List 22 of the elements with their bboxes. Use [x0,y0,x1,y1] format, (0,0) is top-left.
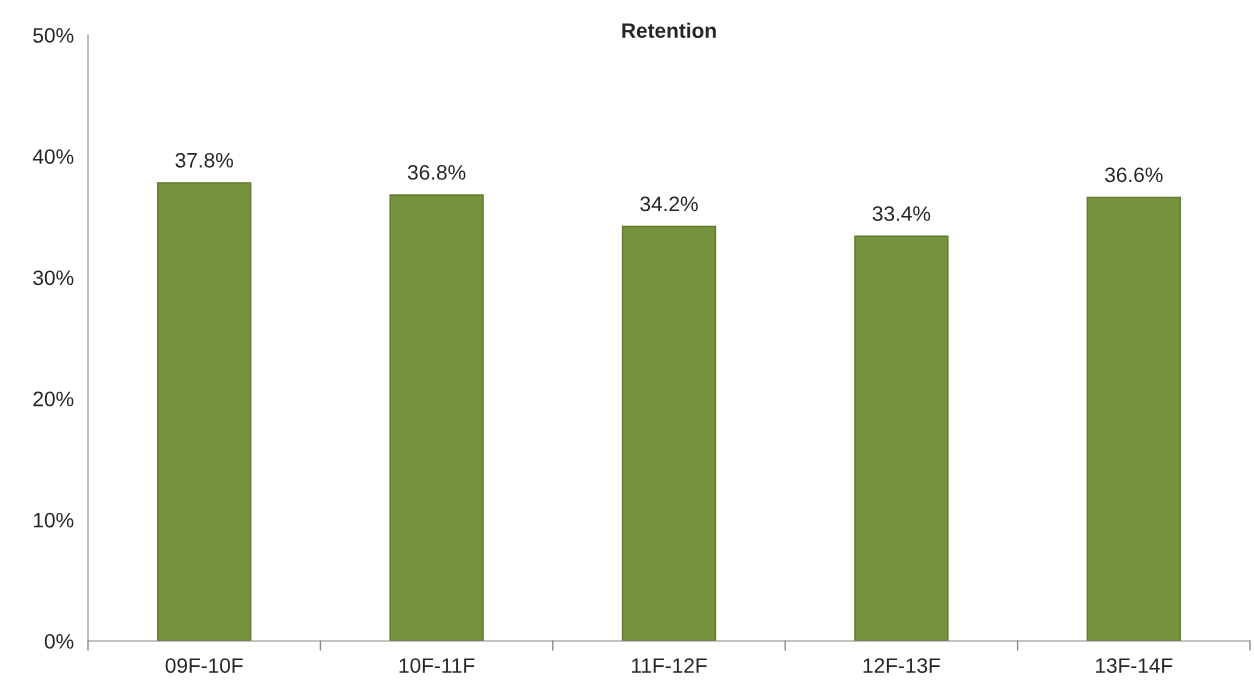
bar [621,225,717,641]
bar [389,194,484,641]
data-label: 36.8% [407,165,466,180]
bar [1086,196,1181,641]
y-tick-label: 50% [33,28,74,43]
data-label: 34.2% [640,196,698,212]
data-label: 37.8% [175,152,233,168]
x-tick-label: 12F-13F [863,658,940,673]
y-tick-label: 0% [44,634,74,649]
chart-title: Retention [622,22,716,38]
y-tick-label: 10% [34,512,74,528]
bar [854,235,949,641]
y-tick-label: 30% [33,270,74,286]
bar [157,182,252,641]
data-label: 36.6% [1105,167,1163,183]
data-label: 33.4% [872,206,931,221]
x-tick-label: 10F-11F [399,658,475,673]
x-tick-label: 09F-10F [165,658,243,673]
y-tick-label: 20% [33,391,74,407]
x-tick-label: 13F-14F [1096,658,1173,673]
x-tick-label: 11F-12F [631,658,707,673]
y-tick-label: 40% [32,149,74,164]
